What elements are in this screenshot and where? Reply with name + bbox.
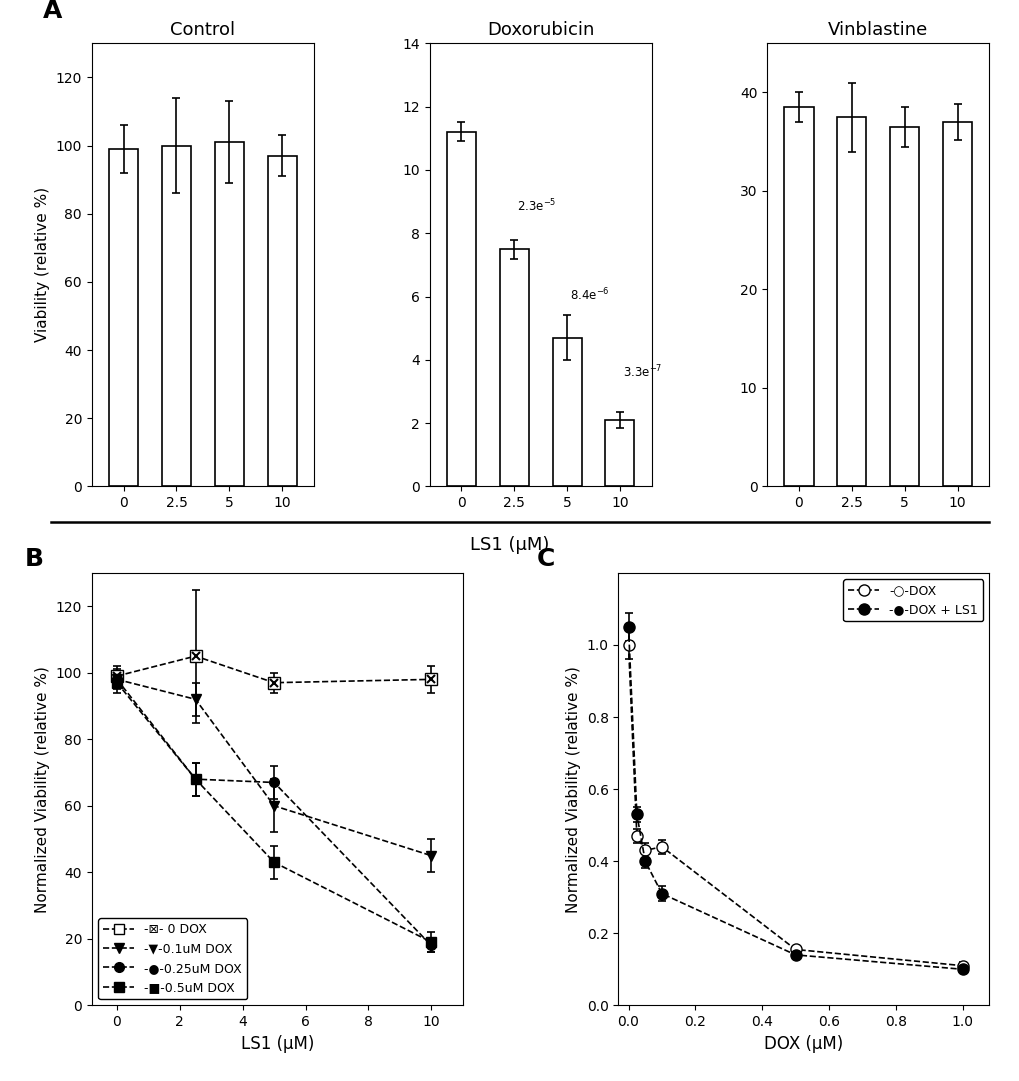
Bar: [837, 117, 865, 486]
Text: 2.3e$^{-5}$: 2.3e$^{-5}$: [517, 198, 556, 214]
Bar: [552, 337, 581, 486]
Text: B: B: [25, 547, 44, 571]
Bar: [215, 142, 244, 486]
Text: 3.3e$^{-7}$: 3.3e$^{-7}$: [623, 364, 662, 381]
Title: Doxorubicin: Doxorubicin: [486, 21, 594, 39]
Bar: [499, 249, 528, 486]
Bar: [446, 132, 475, 486]
Bar: [943, 122, 971, 486]
Title: Control: Control: [170, 21, 235, 39]
Text: LS1 (μM): LS1 (μM): [470, 536, 549, 555]
Text: C: C: [536, 547, 554, 571]
Bar: [267, 156, 297, 486]
Text: 8.4e$^{-6}$: 8.4e$^{-6}$: [570, 286, 609, 303]
Y-axis label: Viability (relative %): Viability (relative %): [35, 187, 50, 343]
Legend: -⊠- 0 DOX, -▼-0.1uM DOX, -●-0.25uM DOX, -■-0.5uM DOX: -⊠- 0 DOX, -▼-0.1uM DOX, -●-0.25uM DOX, …: [98, 919, 247, 999]
Legend: -○-DOX, -●-DOX + LS1: -○-DOX, -●-DOX + LS1: [843, 579, 982, 622]
Bar: [605, 419, 634, 486]
Y-axis label: Normalized Viability (relative %): Normalized Viability (relative %): [35, 666, 50, 912]
Bar: [890, 126, 918, 486]
X-axis label: DOX (μM): DOX (μM): [763, 1035, 843, 1053]
Text: A: A: [43, 0, 62, 23]
X-axis label: LS1 (μM): LS1 (μM): [240, 1035, 314, 1053]
Bar: [162, 146, 191, 486]
Bar: [784, 107, 813, 486]
Title: Vinblastine: Vinblastine: [827, 21, 927, 39]
Y-axis label: Normalized Viability (relative %): Normalized Viability (relative %): [566, 666, 581, 912]
Bar: [109, 149, 138, 486]
